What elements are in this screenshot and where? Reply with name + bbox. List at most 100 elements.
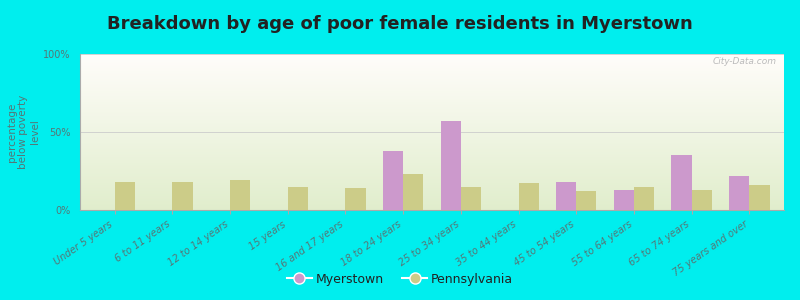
Bar <box>80 187 784 188</box>
Bar <box>80 104 784 106</box>
Bar <box>80 155 784 157</box>
Text: City-Data.com: City-Data.com <box>713 57 777 66</box>
Bar <box>80 119 784 121</box>
Bar <box>80 134 784 135</box>
Bar <box>80 140 784 141</box>
Bar <box>80 101 784 102</box>
Bar <box>80 116 784 118</box>
Bar <box>80 85 784 87</box>
Bar <box>80 194 784 196</box>
Bar <box>80 204 784 205</box>
Bar <box>80 176 784 177</box>
Bar <box>80 57 784 59</box>
Bar <box>383 151 403 210</box>
Bar <box>80 166 784 168</box>
Bar <box>80 54 784 56</box>
Bar <box>80 138 784 140</box>
Bar <box>80 70 784 71</box>
Bar <box>288 187 308 210</box>
Bar <box>80 59 784 60</box>
Bar <box>80 121 784 123</box>
Bar <box>441 121 461 210</box>
Legend: Myerstown, Pennsylvania: Myerstown, Pennsylvania <box>282 268 518 291</box>
Bar <box>729 176 750 210</box>
Bar <box>80 169 784 171</box>
Bar <box>80 102 784 104</box>
Bar <box>80 76 784 77</box>
Bar <box>692 190 712 210</box>
Bar <box>80 143 784 145</box>
Bar <box>80 172 784 174</box>
Bar <box>80 154 784 155</box>
Bar <box>80 67 784 68</box>
Bar <box>518 184 538 210</box>
Bar <box>80 87 784 88</box>
Bar <box>80 68 784 70</box>
Bar <box>80 130 784 132</box>
Bar <box>80 77 784 79</box>
Bar <box>80 113 784 115</box>
Bar <box>80 56 784 57</box>
Bar <box>80 109 784 110</box>
Bar <box>80 107 784 109</box>
Bar <box>403 174 423 210</box>
Bar <box>80 162 784 163</box>
Bar <box>80 152 784 154</box>
Bar <box>80 98 784 99</box>
Bar <box>80 185 784 187</box>
Bar <box>80 174 784 176</box>
Bar <box>80 135 784 137</box>
Bar <box>80 145 784 146</box>
Bar <box>80 92 784 93</box>
Bar <box>461 187 481 210</box>
Bar <box>114 182 135 210</box>
Bar <box>80 182 784 184</box>
Bar <box>80 94 784 96</box>
Bar <box>80 201 784 202</box>
Bar <box>80 190 784 191</box>
Bar <box>614 190 634 210</box>
Bar <box>80 126 784 127</box>
Bar <box>80 74 784 76</box>
Bar <box>80 127 784 129</box>
Bar <box>80 188 784 190</box>
Bar <box>634 187 654 210</box>
Bar <box>80 65 784 67</box>
Bar <box>80 79 784 80</box>
Bar <box>80 193 784 194</box>
Bar <box>80 184 784 185</box>
Bar <box>80 177 784 179</box>
Bar <box>80 118 784 119</box>
Bar <box>80 141 784 143</box>
Bar <box>671 155 692 210</box>
Bar <box>80 165 784 166</box>
Bar <box>80 60 784 62</box>
Bar <box>80 71 784 73</box>
Bar <box>80 160 784 162</box>
Bar <box>80 207 784 208</box>
Bar <box>80 168 784 170</box>
Bar <box>80 179 784 180</box>
Bar <box>80 137 784 138</box>
Bar <box>80 180 784 182</box>
Bar <box>80 96 784 98</box>
Bar <box>80 99 784 101</box>
Bar <box>80 106 784 107</box>
Bar <box>80 146 784 148</box>
Bar <box>346 188 366 210</box>
Bar <box>230 180 250 210</box>
Y-axis label: percentage
below poverty
level: percentage below poverty level <box>6 95 40 169</box>
Bar <box>80 123 784 124</box>
Bar <box>80 191 784 193</box>
Bar <box>80 90 784 92</box>
Bar <box>80 208 784 210</box>
Bar <box>80 149 784 151</box>
Bar <box>80 148 784 149</box>
Bar <box>80 110 784 112</box>
Bar <box>80 88 784 90</box>
Bar <box>80 93 784 94</box>
Bar <box>80 171 784 172</box>
Bar <box>80 129 784 130</box>
Bar <box>80 199 784 201</box>
Bar <box>80 80 784 82</box>
